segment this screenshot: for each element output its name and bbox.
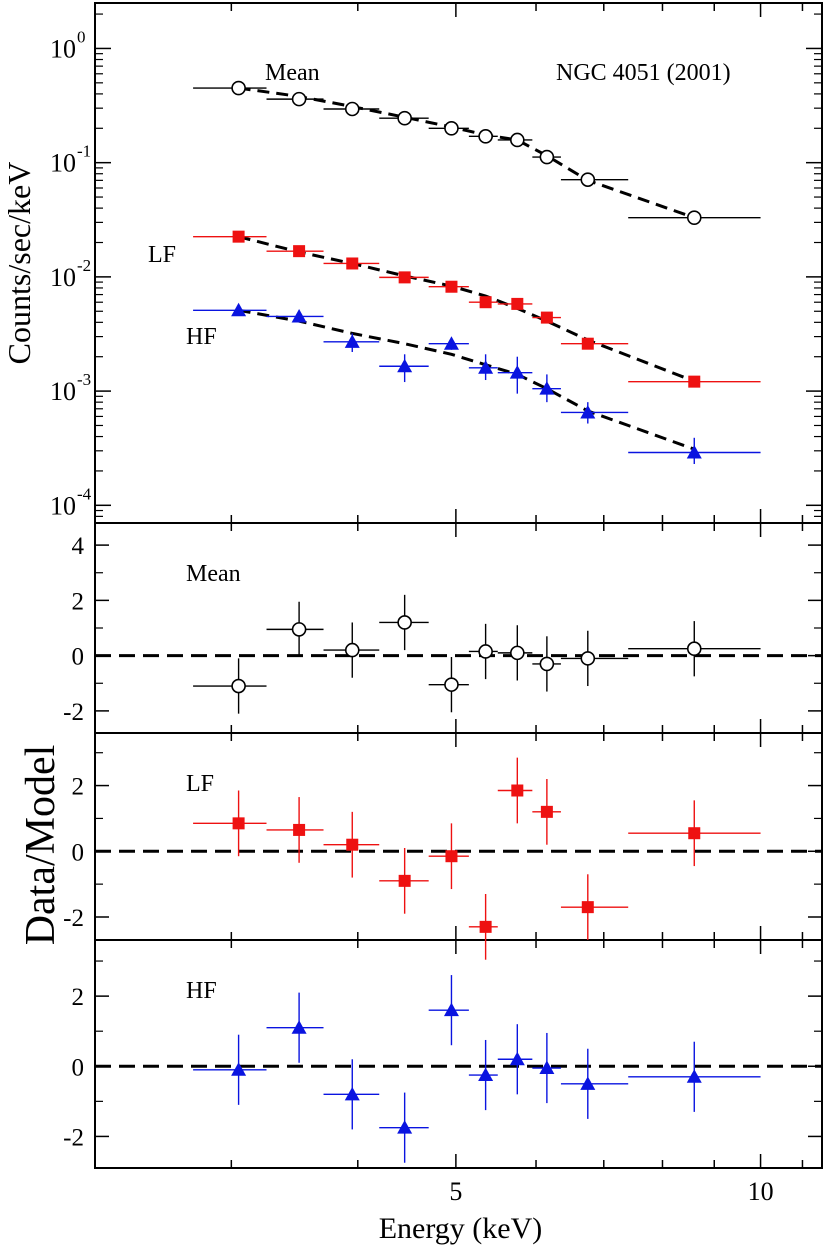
y-tick-label: -2 xyxy=(63,699,84,726)
y-tick-label: 0 xyxy=(72,839,85,866)
residual-point-mean xyxy=(510,645,525,661)
data-point-hf xyxy=(686,444,702,459)
data-point-mean xyxy=(510,132,525,148)
residual-point-hf xyxy=(686,1069,702,1083)
y-tick-label-exponent: -2 xyxy=(77,256,91,275)
data-point-mean xyxy=(539,149,555,165)
y-tick-label: 2 xyxy=(72,774,85,801)
y-tick-label-exponent: 0 xyxy=(77,27,86,46)
data-point-lf xyxy=(232,230,245,243)
y-tick-label: -2 xyxy=(63,905,84,932)
y-axis-label-top: Counts/sec/keV xyxy=(1,162,37,365)
model-line-lf xyxy=(238,235,695,383)
data-point-hf xyxy=(509,365,525,379)
data-point-lf xyxy=(445,280,458,293)
data-point-mean xyxy=(397,110,412,126)
series-label-lf: LF xyxy=(148,242,176,268)
residual-point-hf xyxy=(443,1002,459,1017)
data-point-lf xyxy=(398,271,411,284)
y-tick-label: 10 xyxy=(50,34,76,63)
residual-point-mean xyxy=(397,615,412,630)
model-line-mean xyxy=(238,86,695,220)
x-axis-label: Energy (keV) xyxy=(379,1212,543,1245)
residual-point-mean xyxy=(231,678,246,694)
panel-frame-2 xyxy=(94,732,823,941)
panel-frame-1 xyxy=(94,522,823,734)
data-point-hf xyxy=(344,334,360,348)
y-tick-label-exponent: -3 xyxy=(77,370,91,389)
residual-point-hf xyxy=(291,1020,307,1034)
data-point-hf xyxy=(539,381,555,395)
residual-point-mean xyxy=(686,641,702,657)
residual-point-lf xyxy=(511,784,524,797)
residual-point-lf xyxy=(688,827,701,840)
residual-point-mean xyxy=(291,622,307,637)
data-point-lf xyxy=(346,257,359,270)
data-point-hf xyxy=(291,308,307,323)
residual-point-mean xyxy=(478,644,493,659)
data-point-mean xyxy=(580,172,596,187)
residual-label-hf: HF xyxy=(186,978,217,1004)
residual-point-mean xyxy=(444,677,459,692)
data-point-lf xyxy=(688,375,701,388)
residual-point-lf xyxy=(540,805,553,818)
data-point-mean xyxy=(291,91,307,107)
residual-point-mean xyxy=(539,656,555,672)
y-tick-label: 4 xyxy=(72,533,85,560)
residual-point-lf xyxy=(232,817,245,830)
object-label: NGC 4051 (2001) xyxy=(556,60,731,86)
y-tick-label-exponent: -1 xyxy=(77,142,91,161)
residual-point-lf xyxy=(581,901,594,914)
data-point-mean xyxy=(231,80,246,96)
data-point-hf xyxy=(397,358,413,373)
y-tick-label-exponent: -4 xyxy=(77,484,92,503)
residual-point-hf xyxy=(344,1086,360,1101)
y-tick-label: 10 xyxy=(50,149,76,178)
data-point-lf xyxy=(479,296,492,309)
residual-point-lf xyxy=(346,838,359,851)
y-tick-label: 0 xyxy=(72,1054,85,1081)
data-point-hf xyxy=(580,404,596,419)
residual-point-hf xyxy=(509,1051,525,1066)
model-line-hf xyxy=(238,308,695,451)
y-tick-label: 2 xyxy=(72,984,85,1011)
data-point-lf xyxy=(293,245,306,258)
y-tick-label: -2 xyxy=(63,1124,84,1151)
data-point-hf xyxy=(478,360,494,374)
data-point-lf xyxy=(540,311,553,324)
y-tick-label: 10 xyxy=(50,377,76,406)
residual-point-lf xyxy=(445,850,458,863)
data-point-mean xyxy=(686,210,702,225)
residual-point-hf xyxy=(478,1067,494,1082)
residual-point-mean xyxy=(344,642,360,658)
x-tick-label: 10 xyxy=(748,1177,774,1206)
data-point-hf xyxy=(443,336,459,350)
residual-point-hf xyxy=(539,1060,555,1075)
residual-point-hf xyxy=(580,1076,596,1090)
data-point-mean xyxy=(344,101,360,117)
residual-point-hf xyxy=(397,1120,413,1134)
series-label-hf: HF xyxy=(186,324,217,350)
data-point-hf xyxy=(231,302,247,317)
residual-point-lf xyxy=(293,823,306,836)
residual-label-mean: Mean xyxy=(186,561,241,587)
y-axis-label-bottom: Data/Model xyxy=(18,745,64,946)
data-point-lf xyxy=(511,297,524,310)
y-tick-label: 0 xyxy=(72,644,85,671)
residual-label-lf: LF xyxy=(186,771,214,797)
series-label-mean: Mean xyxy=(265,60,320,86)
residual-point-mean xyxy=(580,651,596,666)
data-point-lf xyxy=(581,337,594,350)
data-point-mean xyxy=(478,129,493,144)
residual-point-lf xyxy=(398,874,411,887)
residual-point-hf xyxy=(231,1062,247,1076)
y-tick-label: 10 xyxy=(50,491,76,520)
panel-frame-3 xyxy=(94,939,823,1169)
data-point-mean xyxy=(444,120,459,136)
x-tick-label: 5 xyxy=(449,1177,462,1206)
residual-point-lf xyxy=(479,920,492,933)
y-tick-label: 2 xyxy=(72,588,85,615)
y-tick-label: 10 xyxy=(50,263,76,292)
